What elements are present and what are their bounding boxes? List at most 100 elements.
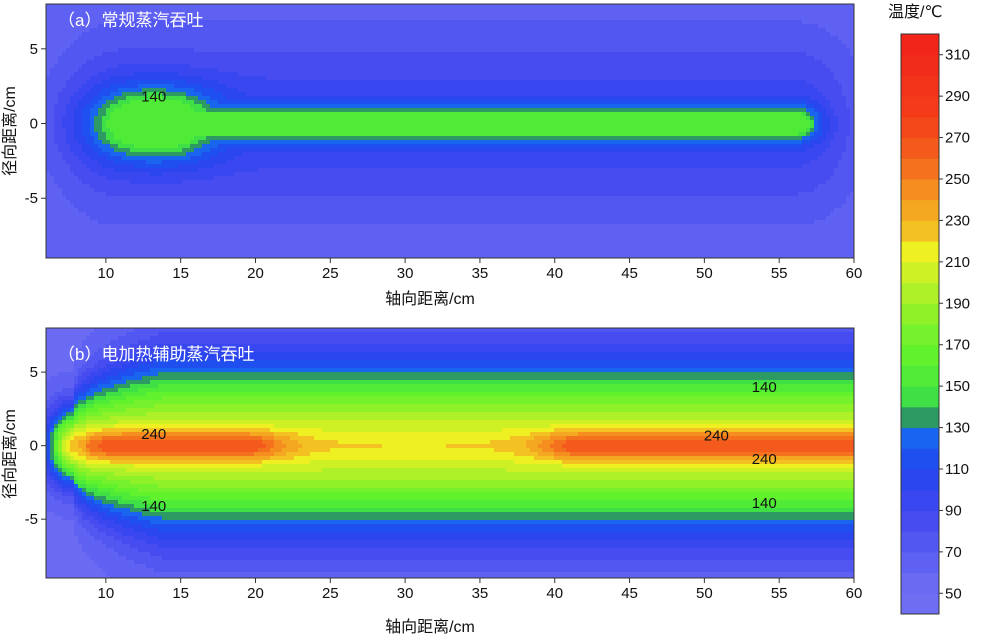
colorbar-band <box>901 179 939 201</box>
x-tick-label: 50 <box>696 265 713 282</box>
colorbar: 温度/℃ 310 290 270 250 230 210 190 170 150 130 110 90… <box>888 3 970 615</box>
colorbar-band <box>901 572 939 594</box>
colorbar-title: 温度/℃ <box>888 3 942 21</box>
plot-frame-b <box>45 327 855 579</box>
x-tick-label: 25 <box>322 265 339 282</box>
colorbar-label: 250 <box>945 171 970 188</box>
colorbar-band <box>901 199 939 221</box>
x-tick-label: 35 <box>472 585 489 602</box>
colorbar-band <box>901 34 939 56</box>
colorbar-band <box>901 406 939 429</box>
x-tick-label: 35 <box>472 265 489 282</box>
colorbar-band <box>901 448 939 470</box>
contour-label: 240 <box>704 427 729 444</box>
y-tick-label: 0 <box>30 116 38 133</box>
colorbar-label: 310 <box>945 47 970 64</box>
colorbar-band <box>901 386 939 408</box>
colorbar-label: 210 <box>945 254 970 271</box>
colorbar-label: 170 <box>945 337 970 354</box>
colorbar-label: 130 <box>945 420 970 437</box>
panel-b: （b）电加热辅助蒸汽吞吐 10 15 20 25 30 35 40 45 50 55 60 50-5… <box>1 327 863 636</box>
colorbar-bands <box>901 34 939 615</box>
colorbar-label: 190 <box>945 295 970 312</box>
x-tick-label: 20 <box>247 585 264 602</box>
x-tick-label: 10 <box>98 265 115 282</box>
colorbar-band <box>901 324 939 346</box>
colorbar-band <box>901 469 939 491</box>
colorbar-band <box>901 593 939 615</box>
colorbar-band <box>901 158 939 180</box>
colorbar-band <box>901 137 939 159</box>
x-tick-label: 30 <box>397 265 414 282</box>
y-tick-label: -5 <box>25 511 38 528</box>
x-tick-label: 15 <box>172 585 189 602</box>
panel-a: （a）常规蒸汽吞吐 10 15 20 25 30 35 40 45 50 55 60 50-5 14… <box>1 3 863 308</box>
colorbar-band <box>901 282 939 304</box>
contour-label: 240 <box>752 451 777 468</box>
colorbar-label: 270 <box>945 130 970 147</box>
x-tick-label: 25 <box>322 585 339 602</box>
colorbar-label: 70 <box>945 544 962 561</box>
contour-labels-a: 140 <box>141 89 166 106</box>
y-tick-label: 5 <box>30 41 38 58</box>
contour-label: 140 <box>141 498 166 515</box>
x-tick-label: 10 <box>98 585 115 602</box>
colorbar-band <box>901 75 939 97</box>
colorbar-label: 90 <box>945 502 962 519</box>
x-tick-label: 55 <box>771 265 788 282</box>
y-tick-label: 5 <box>30 364 38 381</box>
colorbar-band <box>901 365 939 387</box>
y-tick-label: 0 <box>30 438 38 455</box>
contour-labels-b: 240 240 240 140 140 140 <box>141 379 777 515</box>
colorbar-label: 50 <box>945 585 962 602</box>
colorbar-band <box>901 261 939 284</box>
y-tick-label: -5 <box>25 190 38 207</box>
colorbar-band <box>901 116 939 139</box>
x-axis-b: 10 15 20 25 30 35 40 45 50 55 60 <box>98 578 863 602</box>
heatmap-b <box>46 328 854 578</box>
colorbar-label: 110 <box>945 461 969 478</box>
colorbar-frame <box>900 33 940 615</box>
x-tick-label: 45 <box>621 265 638 282</box>
x-tick-label: 40 <box>546 265 563 282</box>
contour-label: 140 <box>752 495 777 512</box>
colorbar-label: 150 <box>945 378 970 395</box>
colorbar-band <box>901 96 939 118</box>
colorbar-band <box>901 510 939 532</box>
y-axis-a: 5 0 -5 <box>25 41 46 207</box>
x-tick-label: 45 <box>621 585 638 602</box>
colorbar-band <box>901 531 939 553</box>
contour-label: 240 <box>141 426 166 443</box>
x-tick-label: 40 <box>546 585 563 602</box>
colorbar-band <box>901 220 939 242</box>
colorbar-label: 230 <box>945 212 970 229</box>
y-axis-b: 5 0 -5 <box>25 364 46 528</box>
plot-frame-a <box>45 3 855 259</box>
colorbar-band <box>901 303 939 325</box>
colorbar-band <box>901 241 939 263</box>
contour-label: 140 <box>752 379 777 396</box>
colorbar-band <box>901 427 939 449</box>
y-axis-label-b: 径向距离/cm <box>1 409 19 499</box>
x-tick-label: 60 <box>846 585 863 602</box>
colorbar-band <box>901 54 939 76</box>
x-axis-a: 10 15 20 25 30 35 40 45 50 55 60 <box>98 258 863 282</box>
colorbar-band <box>901 344 939 366</box>
colorbar-labels: 310 290 270 250 230 210 190 170 150 130 110 90 70 50 <box>939 47 970 602</box>
panel-title-b: （b）电加热辅助蒸汽吞吐 <box>58 345 254 364</box>
panel-title-a: （a）常规蒸汽吞吐 <box>58 11 203 30</box>
x-tick-label: 55 <box>771 585 788 602</box>
x-axis-label-a: 轴向距离/cm <box>385 290 475 308</box>
colorbar-band <box>901 551 939 574</box>
x-tick-label: 15 <box>172 265 189 282</box>
y-axis-label-a: 径向距离/cm <box>1 86 19 176</box>
x-tick-label: 30 <box>397 585 414 602</box>
contour-label: 140 <box>141 89 166 106</box>
colorbar-band <box>901 489 939 511</box>
heatmap-a <box>46 4 854 258</box>
x-tick-label: 20 <box>247 265 264 282</box>
x-tick-label: 50 <box>696 585 713 602</box>
x-tick-label: 60 <box>846 265 863 282</box>
colorbar-label: 290 <box>945 88 970 105</box>
